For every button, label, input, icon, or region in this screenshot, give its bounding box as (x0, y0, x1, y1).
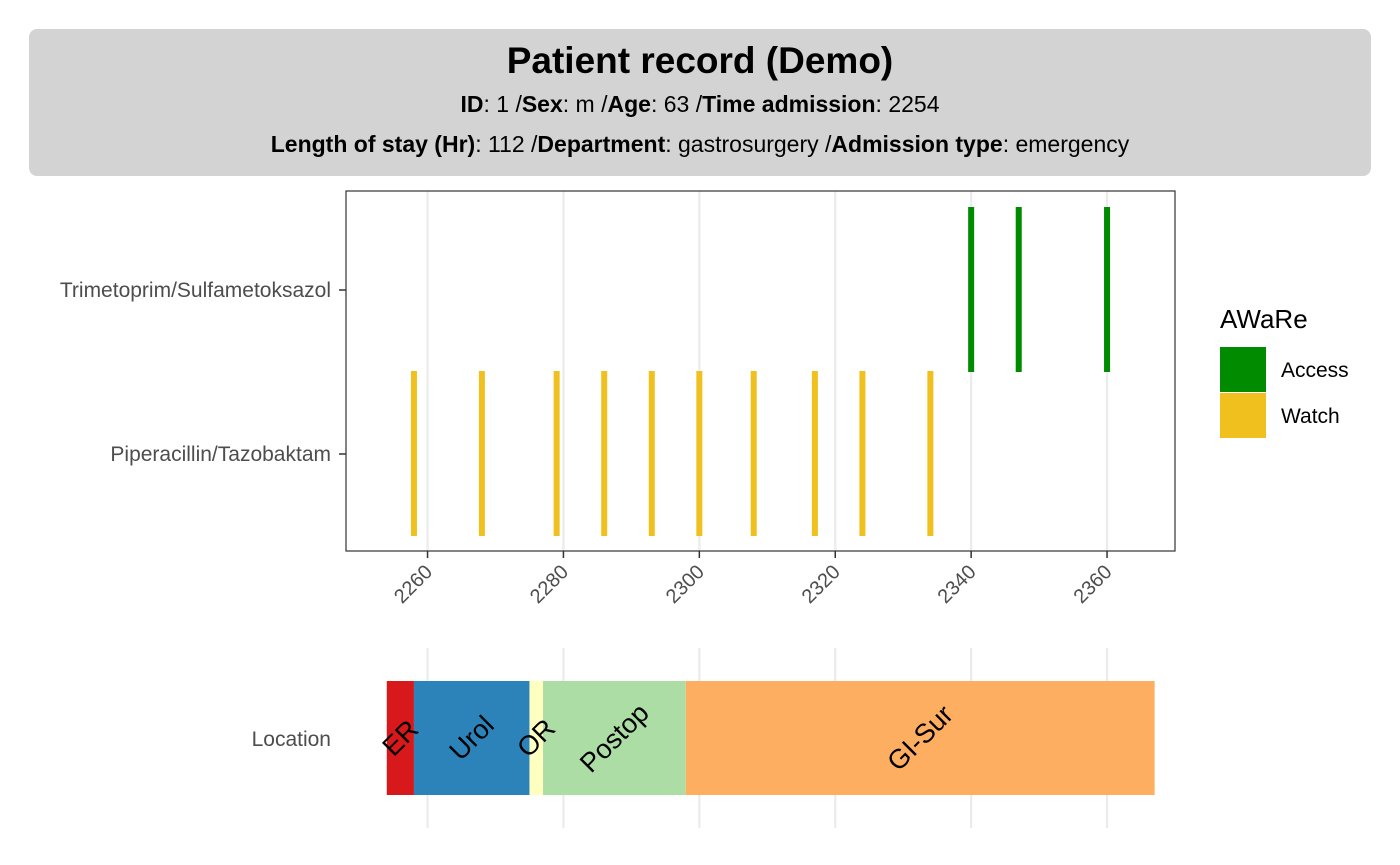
dose-mark-watch-5 (696, 371, 703, 536)
subtitle-1-value-0: : 1 / (483, 91, 522, 117)
subtitle-2-value-0: : 112 / (475, 131, 538, 157)
dose-mark-access-0 (968, 207, 975, 372)
subtitle-2-label-1: Department (537, 131, 665, 157)
subtitle-2-value-2: : emergency (1003, 131, 1130, 157)
subtitle-1-label-2: Age (608, 91, 651, 117)
subtitle-1-value-1: : m / (563, 91, 608, 117)
subtitle-2-label-2: Admission type (831, 131, 1002, 157)
subtitle-1-value-3: : 2254 (876, 91, 940, 117)
dose-mark-watch-4 (648, 371, 655, 536)
y-tick-label-1: Piperacillin/Tazobaktam (110, 443, 331, 466)
location-segment-gi-sur (685, 681, 1155, 795)
location-segment-er (386, 681, 414, 795)
x-tick-label-2300: 2300 (662, 561, 709, 608)
page-title: Patient record (Demo) (507, 40, 894, 81)
subtitle-2-value-1: : gastrosurgery / (665, 131, 832, 157)
legend-label-watch: Watch (1281, 405, 1340, 428)
legend-title: AWaRe (1220, 304, 1308, 334)
legend-label-access: Access (1281, 359, 1349, 382)
subtitle-1-label-1: Sex (522, 91, 563, 117)
dose-mark-access-1 (1015, 207, 1022, 372)
subtitle-1-label-3: Time admission (702, 91, 875, 117)
x-tick-label-2320: 2320 (798, 561, 845, 608)
dose-mark-watch-9 (927, 371, 934, 536)
legend-swatch-access (1220, 347, 1266, 392)
dose-mark-access-2 (1104, 207, 1111, 372)
dose-mark-watch-8 (859, 371, 866, 536)
location-segment-or (529, 681, 544, 795)
location-segment-postop (543, 681, 686, 795)
dose-mark-watch-0 (410, 371, 417, 536)
subtitle-2-label-0: Length of stay (Hr) (271, 131, 475, 157)
x-tick-label-2360: 2360 (1070, 561, 1117, 608)
subtitle-1-label-0: ID (460, 91, 483, 117)
dose-mark-watch-7 (811, 371, 818, 536)
subtitle-line-1: ID: 1 /Sex: m /Age: 63 /Time admission: … (460, 91, 939, 117)
y-tick-label-0: Trimetoprim/Sulfametoksazol (60, 279, 331, 302)
legend: AWaRe Access Watch (1220, 304, 1349, 438)
dose-mark-watch-3 (601, 371, 608, 536)
location-segment-urol (413, 681, 530, 795)
header-banner (29, 29, 1371, 176)
x-tick-label-2340: 2340 (934, 561, 981, 608)
x-tick-label-2280: 2280 (526, 561, 573, 608)
dose-mark-watch-1 (478, 371, 485, 536)
location-panel: ER Urol OR Postop GI-Sur Location (252, 648, 1155, 828)
antibiotic-timeline-panel: Trimetoprim/Sulfametoksazol Piperacillin/… (60, 190, 1176, 608)
subtitle-line-2: Length of stay (Hr): 112 /Department: ga… (271, 131, 1130, 157)
location-axis-label: Location (252, 728, 331, 751)
legend-swatch-watch (1220, 393, 1266, 438)
panel-border (345, 190, 1176, 552)
x-tick-label-2260: 2260 (390, 561, 437, 608)
dose-mark-watch-2 (553, 371, 560, 536)
subtitle-1-value-2: : 63 / (651, 91, 703, 117)
dose-mark-watch-6 (750, 371, 757, 536)
